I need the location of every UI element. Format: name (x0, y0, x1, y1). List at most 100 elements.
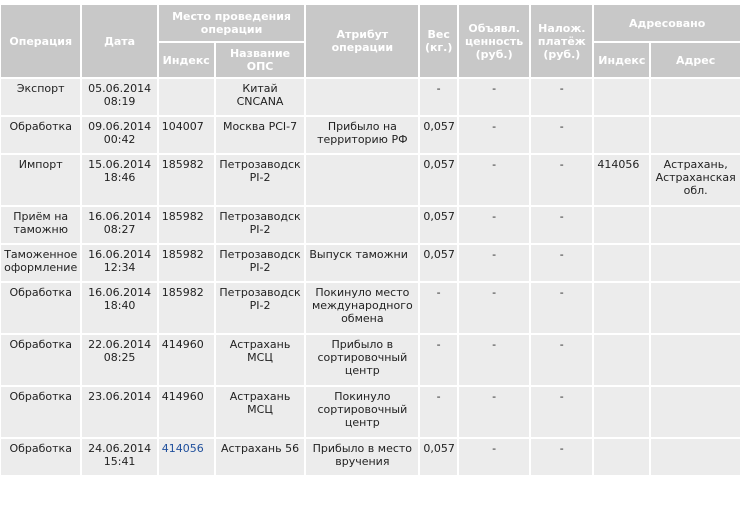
cell-addr-index (594, 245, 650, 281)
table-row: Обработка 09.06.2014 00:42 104007 Москва… (1, 117, 740, 153)
cell-weight: - (420, 387, 457, 437)
cell-date: 16.06.2014 18:40 (82, 283, 157, 333)
table-row: Обработка 23.06.2014 414960 Астрахань МС… (1, 387, 740, 437)
cell-addr-index (594, 207, 650, 243)
cell-operation: Импорт (1, 155, 81, 205)
cell-addr-index (594, 335, 650, 385)
table-row: Обработка 22.06.2014 08:25 414960 Астрах… (1, 335, 740, 385)
table-row: Обработка 24.06.2014 15:41 414056 Астрах… (1, 439, 740, 475)
cell-declared: - (459, 245, 530, 281)
cell-addr-index (594, 117, 650, 153)
cell-date: 22.06.2014 08:25 (82, 335, 157, 385)
header-operation: Операция (1, 5, 81, 77)
cell-weight: 0,057 (420, 117, 457, 153)
cell-index: 185982 (158, 155, 214, 205)
cell-address (651, 79, 740, 115)
cell-attribute (306, 155, 419, 205)
header-place: Место проведения операции (158, 5, 305, 41)
header-addressed: Адресовано (594, 5, 740, 41)
cell-address (651, 335, 740, 385)
cell-weight: 0,057 (420, 245, 457, 281)
header-addr-index: Индекс (594, 43, 650, 77)
header-weight: Вес (кг.) (420, 5, 457, 77)
cell-weight: 0,057 (420, 207, 457, 243)
cell-addr-index (594, 387, 650, 437)
cell-operation: Обработка (1, 283, 81, 333)
cell-declared: - (459, 117, 530, 153)
cell-cod: - (531, 283, 593, 333)
header-date: Дата (82, 5, 157, 77)
cell-weight: 0,057 (420, 439, 457, 475)
cell-ops: Петрозаводск PI-2 (215, 283, 305, 333)
cell-attribute: Покинуло сортировочный центр (306, 387, 419, 437)
cell-operation: Экспорт (1, 79, 81, 115)
cell-declared: - (459, 155, 530, 205)
cell-operation: Обработка (1, 117, 81, 153)
cell-operation: Обработка (1, 387, 81, 437)
cell-address (651, 245, 740, 281)
cell-ops: Петрозаводск PI-2 (215, 207, 305, 243)
cell-index (158, 79, 214, 115)
table-row: Таможенное оформление 16.06.2014 12:34 1… (1, 245, 740, 281)
cell-date: 09.06.2014 00:42 (82, 117, 157, 153)
cell-weight: - (420, 79, 457, 115)
cell-date: 24.06.2014 15:41 (82, 439, 157, 475)
cell-declared: - (459, 283, 530, 333)
cell-ops: Петрозаводск PI-2 (215, 245, 305, 281)
cell-addr-index (594, 79, 650, 115)
cell-operation: Таможенное оформление (1, 245, 81, 281)
cell-address (651, 207, 740, 243)
cell-date: 23.06.2014 (82, 387, 157, 437)
cell-ops: Москва PCI-7 (215, 117, 305, 153)
cell-cod: - (531, 207, 593, 243)
cell-address (651, 439, 740, 475)
cell-cod: - (531, 79, 593, 115)
tracking-table: Операция Дата Место проведения операции … (0, 3, 742, 477)
cell-weight: - (420, 335, 457, 385)
cell-ops: Китай CNCANA (215, 79, 305, 115)
cell-ops: Петрозаводск PI-2 (215, 155, 305, 205)
cell-index-link[interactable]: 414056 (158, 439, 214, 475)
cell-attribute (306, 207, 419, 243)
cell-ops: Астрахань МСЦ (215, 387, 305, 437)
header-declared-value: Объявл. ценность (руб.) (459, 5, 530, 77)
cell-attribute: Выпуск таможни (306, 245, 419, 281)
table-row: Импорт 15.06.2014 18:46 185982 Петрозаво… (1, 155, 740, 205)
cell-attribute: Покинуло место международного обмена (306, 283, 419, 333)
cell-addr-index (594, 283, 650, 333)
cell-attribute (306, 79, 419, 115)
cell-index: 414960 (158, 387, 214, 437)
cell-declared: - (459, 387, 530, 437)
cell-declared: - (459, 207, 530, 243)
header-cod: Налож. платёж (руб.) (531, 5, 593, 77)
cell-date: 15.06.2014 18:46 (82, 155, 157, 205)
cell-declared: - (459, 439, 530, 475)
cell-declared: - (459, 335, 530, 385)
header-place-index: Индекс (158, 43, 214, 77)
table-row: Приём на таможню 16.06.2014 08:27 185982… (1, 207, 740, 243)
cell-cod: - (531, 335, 593, 385)
header-addr-address: Адрес (651, 43, 740, 77)
cell-attribute: Прибыло в место вручения (306, 439, 419, 475)
table-row: Обработка 16.06.2014 18:40 185982 Петроз… (1, 283, 740, 333)
cell-cod: - (531, 439, 593, 475)
cell-ops: Астрахань 56 (215, 439, 305, 475)
cell-index: 185982 (158, 283, 214, 333)
cell-declared: - (459, 79, 530, 115)
cell-address: Астрахань, Астраханская обл. (651, 155, 740, 205)
cell-index: 104007 (158, 117, 214, 153)
cell-attribute: Прибыло в сортировочный центр (306, 335, 419, 385)
cell-cod: - (531, 117, 593, 153)
cell-operation: Приём на таможню (1, 207, 81, 243)
cell-weight: 0,057 (420, 155, 457, 205)
cell-date: 16.06.2014 08:27 (82, 207, 157, 243)
cell-attribute: Прибыло на территорию РФ (306, 117, 419, 153)
cell-addr-index: 414056 (594, 155, 650, 205)
cell-weight: - (420, 283, 457, 333)
cell-addr-index (594, 439, 650, 475)
cell-date: 05.06.2014 08:19 (82, 79, 157, 115)
cell-index: 185982 (158, 245, 214, 281)
header-place-name: Название ОПС (215, 43, 305, 77)
cell-ops: Астрахань МСЦ (215, 335, 305, 385)
cell-cod: - (531, 387, 593, 437)
